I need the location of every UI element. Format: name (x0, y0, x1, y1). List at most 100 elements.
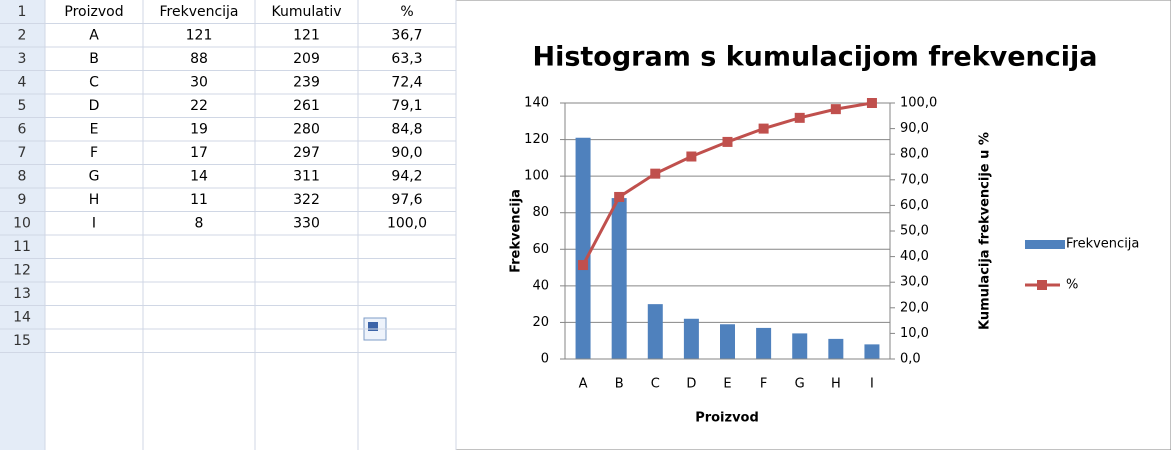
cell: 94,2 (391, 168, 422, 184)
bar (756, 327, 772, 359)
cell: G (89, 168, 100, 184)
y2-tick-label: 20,0 (900, 300, 929, 315)
row-number: 11 (13, 239, 31, 255)
x-tick-label: C (651, 377, 660, 392)
row-number: 14 (13, 309, 31, 325)
cell: 19 (190, 121, 208, 137)
x-tick-label: F (760, 377, 767, 392)
marker (758, 123, 769, 134)
cell: 72,4 (391, 74, 422, 90)
bar (792, 333, 808, 359)
cell: 17 (190, 145, 208, 161)
marker (650, 168, 661, 179)
bar (828, 338, 844, 359)
header-cell: Frekvencija (159, 4, 238, 20)
cell: 11 (190, 192, 208, 208)
row-number: 2 (18, 27, 27, 43)
row-number: 3 (18, 51, 27, 67)
x-tick-label: G (795, 377, 805, 392)
row-number: 13 (13, 286, 31, 302)
row-number: 9 (18, 192, 27, 208)
y-tick-label: 20 (532, 315, 549, 330)
cell: C (89, 74, 99, 90)
y2-tick-label: 10,0 (900, 326, 929, 341)
cell: 239 (293, 74, 320, 90)
y-axis-label: Frekvencija (509, 189, 524, 273)
marker (686, 151, 697, 162)
cell: 330 (293, 215, 320, 231)
row-number: 8 (18, 168, 27, 184)
cell: D (89, 98, 100, 114)
x-tick-label: I (870, 377, 874, 392)
marker (830, 104, 841, 115)
cell: 121 (186, 27, 213, 43)
bar (611, 198, 627, 359)
header-cell: % (400, 4, 413, 20)
marker (614, 191, 625, 202)
bar (575, 137, 591, 359)
cell: F (90, 145, 98, 161)
cell: 209 (293, 51, 320, 67)
x-tick-label: H (831, 377, 841, 392)
bar (864, 344, 880, 359)
x-tick-label: A (579, 377, 588, 392)
y2-tick-label: 80,0 (900, 147, 929, 162)
cell: 22 (190, 98, 208, 114)
marker (722, 136, 733, 147)
y2-tick-label: 60,0 (900, 198, 929, 213)
x-tick-label: E (723, 377, 731, 392)
legend-label: % (1066, 278, 1078, 293)
row-header-column (0, 0, 45, 450)
bar (647, 304, 663, 359)
cell: A (89, 27, 99, 43)
cell: 311 (293, 168, 320, 184)
paste-icon-glyph (368, 322, 378, 331)
y2-tick-label: 90,0 (900, 121, 929, 136)
cell: 261 (293, 98, 320, 114)
cell: 297 (293, 145, 320, 161)
row-number: 12 (13, 262, 31, 278)
row-number: 4 (18, 74, 27, 90)
cell: 36,7 (391, 27, 422, 43)
legend-swatch (1025, 240, 1065, 249)
cell: 14 (190, 168, 208, 184)
cell: 100,0 (387, 215, 427, 231)
y-tick-label: 140 (524, 96, 549, 111)
y2-tick-label: 100,0 (900, 96, 937, 111)
cell: 30 (190, 74, 208, 90)
row-number: 5 (18, 98, 27, 114)
cell: 90,0 (391, 145, 422, 161)
cell: 322 (293, 192, 320, 208)
cell: 79,1 (391, 98, 422, 114)
y2-tick-label: 30,0 (900, 275, 929, 290)
y-tick-label: 100 (524, 169, 549, 184)
cell: 121 (293, 27, 320, 43)
bar (683, 318, 699, 359)
legend-label: Frekvencija (1066, 237, 1139, 252)
y-tick-label: 80 (532, 205, 549, 220)
y2-tick-label: 70,0 (900, 172, 929, 187)
cell: 8 (195, 215, 204, 231)
cell: 88 (190, 51, 208, 67)
cell: B (89, 51, 99, 67)
marker (866, 98, 877, 108)
row-number: 7 (18, 145, 27, 161)
header-cell: Kumulativ (272, 4, 342, 20)
x-tick-label: B (615, 377, 624, 392)
row-number: 6 (18, 121, 27, 137)
y2-tick-label: 0,0 (900, 352, 921, 367)
x-axis-label: Proizvod (695, 411, 759, 426)
legend-marker (1037, 280, 1047, 290)
x-tick-label: D (686, 377, 696, 392)
y-tick-label: 60 (532, 242, 549, 257)
cell: H (89, 192, 100, 208)
y-tick-label: 120 (524, 132, 549, 147)
row-number: 1 (18, 4, 27, 20)
row-number: 10 (13, 215, 31, 231)
header-cell: Proizvod (64, 4, 123, 20)
cell: 97,6 (391, 192, 422, 208)
y2-tick-label: 50,0 (900, 224, 929, 239)
row-number: 15 (13, 333, 31, 349)
marker (794, 112, 805, 123)
